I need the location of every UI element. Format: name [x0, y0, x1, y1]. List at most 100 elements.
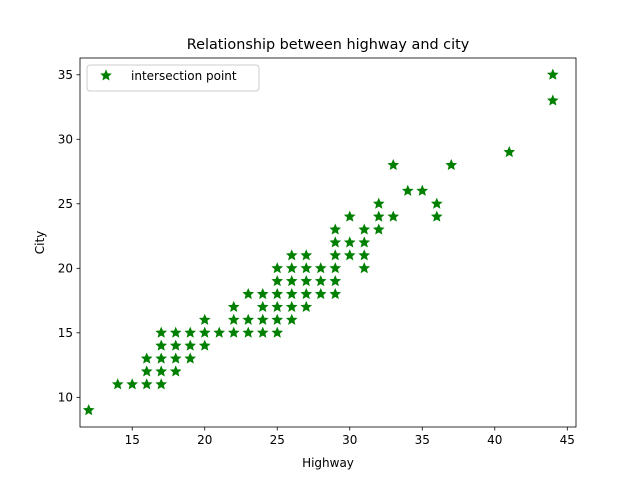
data-point — [213, 326, 226, 338]
data-point — [372, 197, 385, 209]
plot-frame — [79, 57, 577, 428]
data-point — [387, 210, 400, 222]
y-axis-label: City — [33, 231, 47, 255]
data-point — [271, 313, 284, 325]
data-point — [358, 262, 371, 274]
data-point — [169, 365, 182, 377]
data-point — [300, 249, 313, 261]
chart-title: Relationship between highway and city — [187, 37, 470, 53]
data-point — [271, 326, 284, 338]
data-point — [242, 326, 255, 338]
data-point — [184, 339, 197, 351]
x-tick-label: 45 — [560, 433, 575, 447]
data-point — [416, 184, 429, 196]
data-point — [300, 300, 313, 312]
data-point — [140, 365, 153, 377]
data-point — [329, 262, 342, 274]
data-point — [314, 275, 327, 287]
data-point — [285, 262, 298, 274]
data-point — [285, 313, 298, 325]
data-point — [430, 197, 443, 209]
data-point — [271, 287, 284, 300]
data-point — [358, 236, 371, 248]
legend: intersection point — [86, 64, 260, 92]
data-point — [169, 339, 182, 351]
data-point — [155, 339, 168, 351]
data-point — [169, 326, 182, 338]
data-point — [329, 287, 342, 300]
data-point — [387, 158, 400, 171]
y-tick-label: 10 — [58, 391, 73, 405]
data-point — [271, 275, 284, 287]
data-point — [546, 94, 559, 106]
data-point — [198, 339, 211, 351]
y-tick-label: 25 — [58, 197, 73, 211]
data-point — [184, 326, 197, 338]
data-point — [227, 313, 240, 325]
data-point — [285, 275, 298, 287]
data-point — [503, 146, 516, 158]
y-tick-label: 30 — [58, 133, 73, 147]
data-point — [329, 236, 342, 248]
x-axis-label: Highway — [302, 456, 354, 470]
data-point — [329, 223, 342, 235]
ticks-layer: 15 20 25 30 35 40 45 10 15 20 25 30 35 — [58, 68, 575, 447]
data-point — [155, 326, 168, 338]
data-point — [155, 378, 168, 390]
x-tick-label: 35 — [415, 433, 430, 447]
data-point — [140, 352, 153, 364]
data-point — [546, 68, 559, 80]
data-point — [155, 365, 168, 377]
x-tick-label: 15 — [125, 433, 140, 447]
data-point — [169, 352, 182, 364]
data-point — [314, 262, 327, 274]
data-point — [242, 287, 255, 300]
y-tick-label: 15 — [58, 326, 73, 340]
data-point — [358, 249, 371, 261]
data-point — [82, 404, 95, 416]
data-point — [358, 223, 371, 235]
data-point — [155, 352, 168, 364]
points-layer — [82, 68, 559, 416]
data-point — [227, 300, 240, 312]
data-point — [401, 184, 414, 196]
data-point — [430, 210, 443, 222]
data-point — [329, 249, 342, 261]
data-point — [285, 249, 298, 261]
y-tick-label: 35 — [58, 68, 73, 82]
data-point — [256, 287, 269, 300]
data-point — [271, 262, 284, 274]
data-point — [242, 313, 255, 325]
data-point — [285, 300, 298, 312]
data-point — [126, 378, 139, 390]
data-point — [300, 275, 313, 287]
data-point — [256, 326, 269, 338]
data-point — [271, 300, 284, 312]
data-point — [300, 262, 313, 274]
legend-label: intersection point — [131, 69, 237, 83]
data-point — [198, 326, 211, 338]
data-point — [343, 249, 356, 261]
legend-marker-star — [100, 69, 112, 81]
data-point — [343, 236, 356, 248]
data-point — [329, 275, 342, 287]
data-point — [111, 378, 124, 390]
y-tick-label: 20 — [58, 262, 73, 276]
data-point — [343, 210, 356, 222]
x-tick-label: 25 — [270, 433, 285, 447]
data-point — [198, 313, 211, 325]
x-tick-label: 40 — [487, 433, 502, 447]
data-point — [314, 287, 327, 300]
legend-box — [86, 64, 260, 92]
data-point — [372, 210, 385, 222]
data-point — [184, 352, 197, 364]
x-tick-label: 30 — [342, 433, 357, 447]
data-point — [256, 300, 269, 312]
data-point — [140, 378, 153, 390]
data-point — [227, 326, 240, 338]
data-point — [256, 313, 269, 325]
x-tick-label: 20 — [197, 433, 212, 447]
data-point — [285, 287, 298, 300]
data-point — [372, 223, 385, 235]
